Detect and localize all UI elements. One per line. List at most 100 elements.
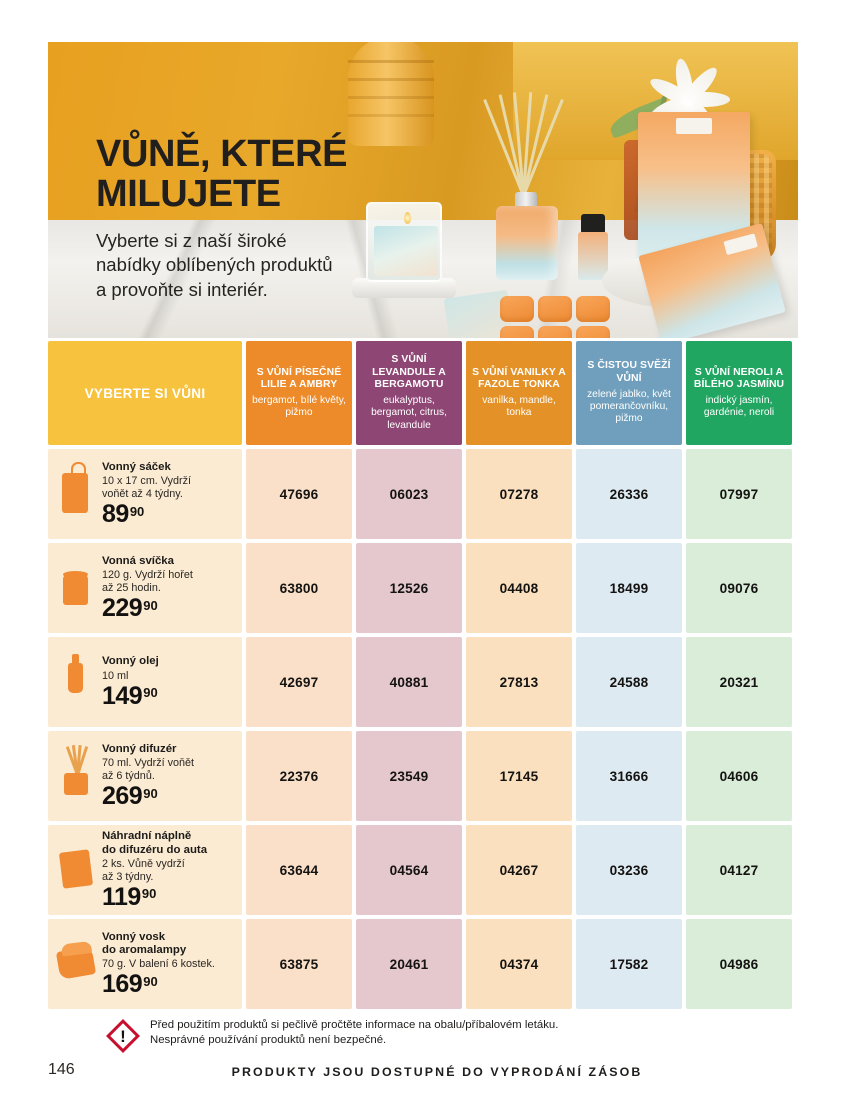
- diffuser-neck-prop: [515, 192, 537, 208]
- price-integer: 169: [102, 970, 143, 999]
- product-description: 120 g. Vydrží hořet až 25 hodin.: [102, 569, 193, 595]
- price-integer: 149: [102, 681, 143, 710]
- product-code-cell[interactable]: 04408: [466, 543, 572, 633]
- column-notes: indický jasmín, gardénie, neroli: [703, 395, 775, 419]
- product-code-cell[interactable]: 42697: [246, 637, 352, 727]
- product-info: Vonný difuzér 70 ml. Vydrží voňět až 6 tý…: [100, 743, 236, 809]
- price-decimal: 90: [143, 597, 158, 613]
- price-decimal: 90: [143, 973, 158, 989]
- product-code-cell[interactable]: 63875: [246, 919, 352, 1009]
- product-code-cell[interactable]: 40881: [356, 637, 462, 727]
- product-code-cell[interactable]: 63644: [246, 825, 352, 915]
- diffuser-bottle-product: [496, 206, 558, 280]
- column-title: S VŮNÍ VANILKY A FAZOLE TONKA: [472, 366, 566, 390]
- column-title: S VŮNÍ NEROLI A BÍLÉHO JASMÍNU: [693, 366, 785, 390]
- diffuser-reeds-prop: [478, 86, 568, 197]
- table-row: Vonná svíčka 120 g. Vydrží hořet až 25 ho…: [48, 543, 798, 633]
- availability-note: PRODUKTY JSOU DOSTUPNÉ DO VYPRODÁNÍ ZÁSO…: [231, 1065, 643, 1079]
- product-code-cell[interactable]: 03236: [576, 825, 682, 915]
- table-body: Vonný sáček 10 x 17 cm. Vydrží voňět až 4…: [48, 449, 798, 1009]
- product-code-cell[interactable]: 23549: [356, 731, 462, 821]
- column-title: S ČISTOU SVĚŽÍ VŮNÍ: [587, 360, 671, 384]
- table-row: Vonný difuzér 70 ml. Vydrží voňět až 6 tý…: [48, 731, 798, 821]
- column-header-scent-2: S VŮNÍ VANILKY A FAZOLE TONKA vanilka, m…: [466, 341, 572, 445]
- product-price: 11990: [102, 882, 236, 911]
- product-name: Náhradní náplně do difuzéru do auta: [102, 830, 208, 856]
- product-code-cell[interactable]: 17582: [576, 919, 682, 1009]
- product-code-cell[interactable]: 20461: [356, 919, 462, 1009]
- product-code-cell[interactable]: 07997: [686, 449, 792, 539]
- product-cell: Vonný olej 10 ml 14990: [48, 637, 242, 727]
- column-title: S VŮNÍ PÍSEČNÉ LILIE A AMBRY: [256, 366, 342, 390]
- product-cell: Vonný sáček 10 x 17 cm. Vydrží voňět až 4…: [48, 449, 242, 539]
- product-name: Vonný olej: [102, 655, 159, 668]
- product-description: 10 x 17 cm. Vydrží voňět až 4 týdny.: [102, 475, 192, 501]
- column-header-scent-1: S VŮNÍ LEVANDULE A BERGAMOTU eukalyptus,…: [356, 341, 462, 445]
- table-header-row: VYBERTE SI VŮNI S VŮNÍ PÍSEČNÉ LILIE A A…: [48, 341, 798, 445]
- product-description: 70 ml. Vydrží voňět až 6 týdnů.: [102, 757, 195, 783]
- price-decimal: 90: [129, 503, 145, 519]
- product-cell: Náhradní náplně do difuzéru do auta 2 ks.…: [48, 825, 242, 915]
- candle-base-prop: [352, 278, 456, 298]
- warning-exclamation-icon: !: [106, 1019, 140, 1053]
- product-code-cell[interactable]: 04986: [686, 919, 792, 1009]
- product-code-cell[interactable]: 47696: [246, 449, 352, 539]
- candle-flame: [404, 212, 411, 224]
- refill-icon: [52, 835, 100, 905]
- hero-banner: VŮNĚ, KTERÉ MILUJETE Vyberte si z naší š…: [48, 42, 798, 338]
- product-name: Vonný difuzér: [102, 742, 177, 755]
- product-info: Vonná svíčka 120 g. Vydrží hořet až 25 ho…: [100, 555, 236, 621]
- product-code-cell[interactable]: 04606: [686, 731, 792, 821]
- product-code-cell[interactable]: 17145: [466, 731, 572, 821]
- product-code-cell[interactable]: 06023: [356, 449, 462, 539]
- hero-title: VŮNĚ, KTERÉ MILUJETE: [96, 133, 348, 216]
- product-name: Vonný vosk do aromalampy: [102, 930, 187, 957]
- column-notes: bergamot, bílé květy, pižmo: [252, 395, 346, 419]
- product-price: 22990: [102, 596, 236, 621]
- lily-flower-prop: [646, 57, 740, 143]
- sachet-icon: [52, 459, 100, 529]
- ribbed-vase-prop: [348, 42, 434, 146]
- price-decimal: 90: [141, 886, 157, 902]
- price-decimal: 90: [143, 785, 158, 801]
- column-header-scent-3: S ČISTOU SVĚŽÍ VŮNÍ zelené jablko, květ …: [576, 341, 682, 445]
- product-code-cell[interactable]: 09076: [686, 543, 792, 633]
- product-description: 70 g. V balení 6 kostek.: [102, 958, 215, 971]
- table-row: Vonný vosk do aromalampy 70 g. V balení 6…: [48, 919, 798, 1009]
- product-code-cell[interactable]: 04374: [466, 919, 572, 1009]
- hero-subtitle: Vyberte si z naší široké nabídky oblíben…: [96, 229, 333, 301]
- price-decimal: 90: [143, 685, 158, 701]
- product-cell: Vonný difuzér 70 ml. Vydrží voňět až 6 tý…: [48, 731, 242, 821]
- product-code-cell[interactable]: 04267: [466, 825, 572, 915]
- table-row: Náhradní náplně do difuzéru do auta 2 ks.…: [48, 825, 798, 915]
- footer-bottom-row: 146 PRODUKTY JSOU DOSTUPNÉ DO VYPRODÁNÍ …: [48, 1061, 808, 1079]
- table-row: Vonný sáček 10 x 17 cm. Vydrží voňět až 4…: [48, 449, 798, 539]
- hero-text-block: VŮNĚ, KTERÉ MILUJETE Vyberte si z naší š…: [96, 134, 456, 303]
- product-info: Vonný sáček 10 x 17 cm. Vydrží voňět až 4…: [100, 461, 236, 527]
- product-cell: Vonná svíčka 120 g. Vydrží hořet až 25 ho…: [48, 543, 242, 633]
- column-notes: vanilka, mandle, tonka: [482, 395, 556, 419]
- product-code-cell[interactable]: 07278: [466, 449, 572, 539]
- page-number: 146: [48, 1061, 75, 1078]
- product-code-cell[interactable]: 04127: [686, 825, 792, 915]
- wax-melt-cubes-product: [500, 296, 614, 338]
- warning-row: ! Před použitím produktů si pečlivě proč…: [48, 1018, 808, 1053]
- product-code-cell[interactable]: 04564: [356, 825, 462, 915]
- table-row: Vonný olej 10 ml 14990 42697 40881 27813 24588…: [48, 637, 798, 727]
- product-code-cell[interactable]: 18499: [576, 543, 682, 633]
- product-info: Náhradní náplně do difuzéru do auta 2 ks.…: [100, 830, 236, 910]
- product-price: 26990: [102, 784, 236, 809]
- candle-label: [374, 226, 438, 276]
- oil-bottle-product: [578, 232, 608, 280]
- product-code-cell[interactable]: 24588: [576, 637, 682, 727]
- product-code-cell[interactable]: 20321: [686, 637, 792, 727]
- product-code-cell[interactable]: 63800: [246, 543, 352, 633]
- product-code-cell[interactable]: 26336: [576, 449, 682, 539]
- price-integer: 119: [102, 882, 141, 911]
- product-code-cell[interactable]: 22376: [246, 731, 352, 821]
- product-code-cell[interactable]: 27813: [466, 637, 572, 727]
- product-code-cell[interactable]: 12526: [356, 543, 462, 633]
- product-code-cell[interactable]: 31666: [576, 731, 682, 821]
- page-footer: ! Před použitím produktů si pečlivě proč…: [48, 1018, 808, 1079]
